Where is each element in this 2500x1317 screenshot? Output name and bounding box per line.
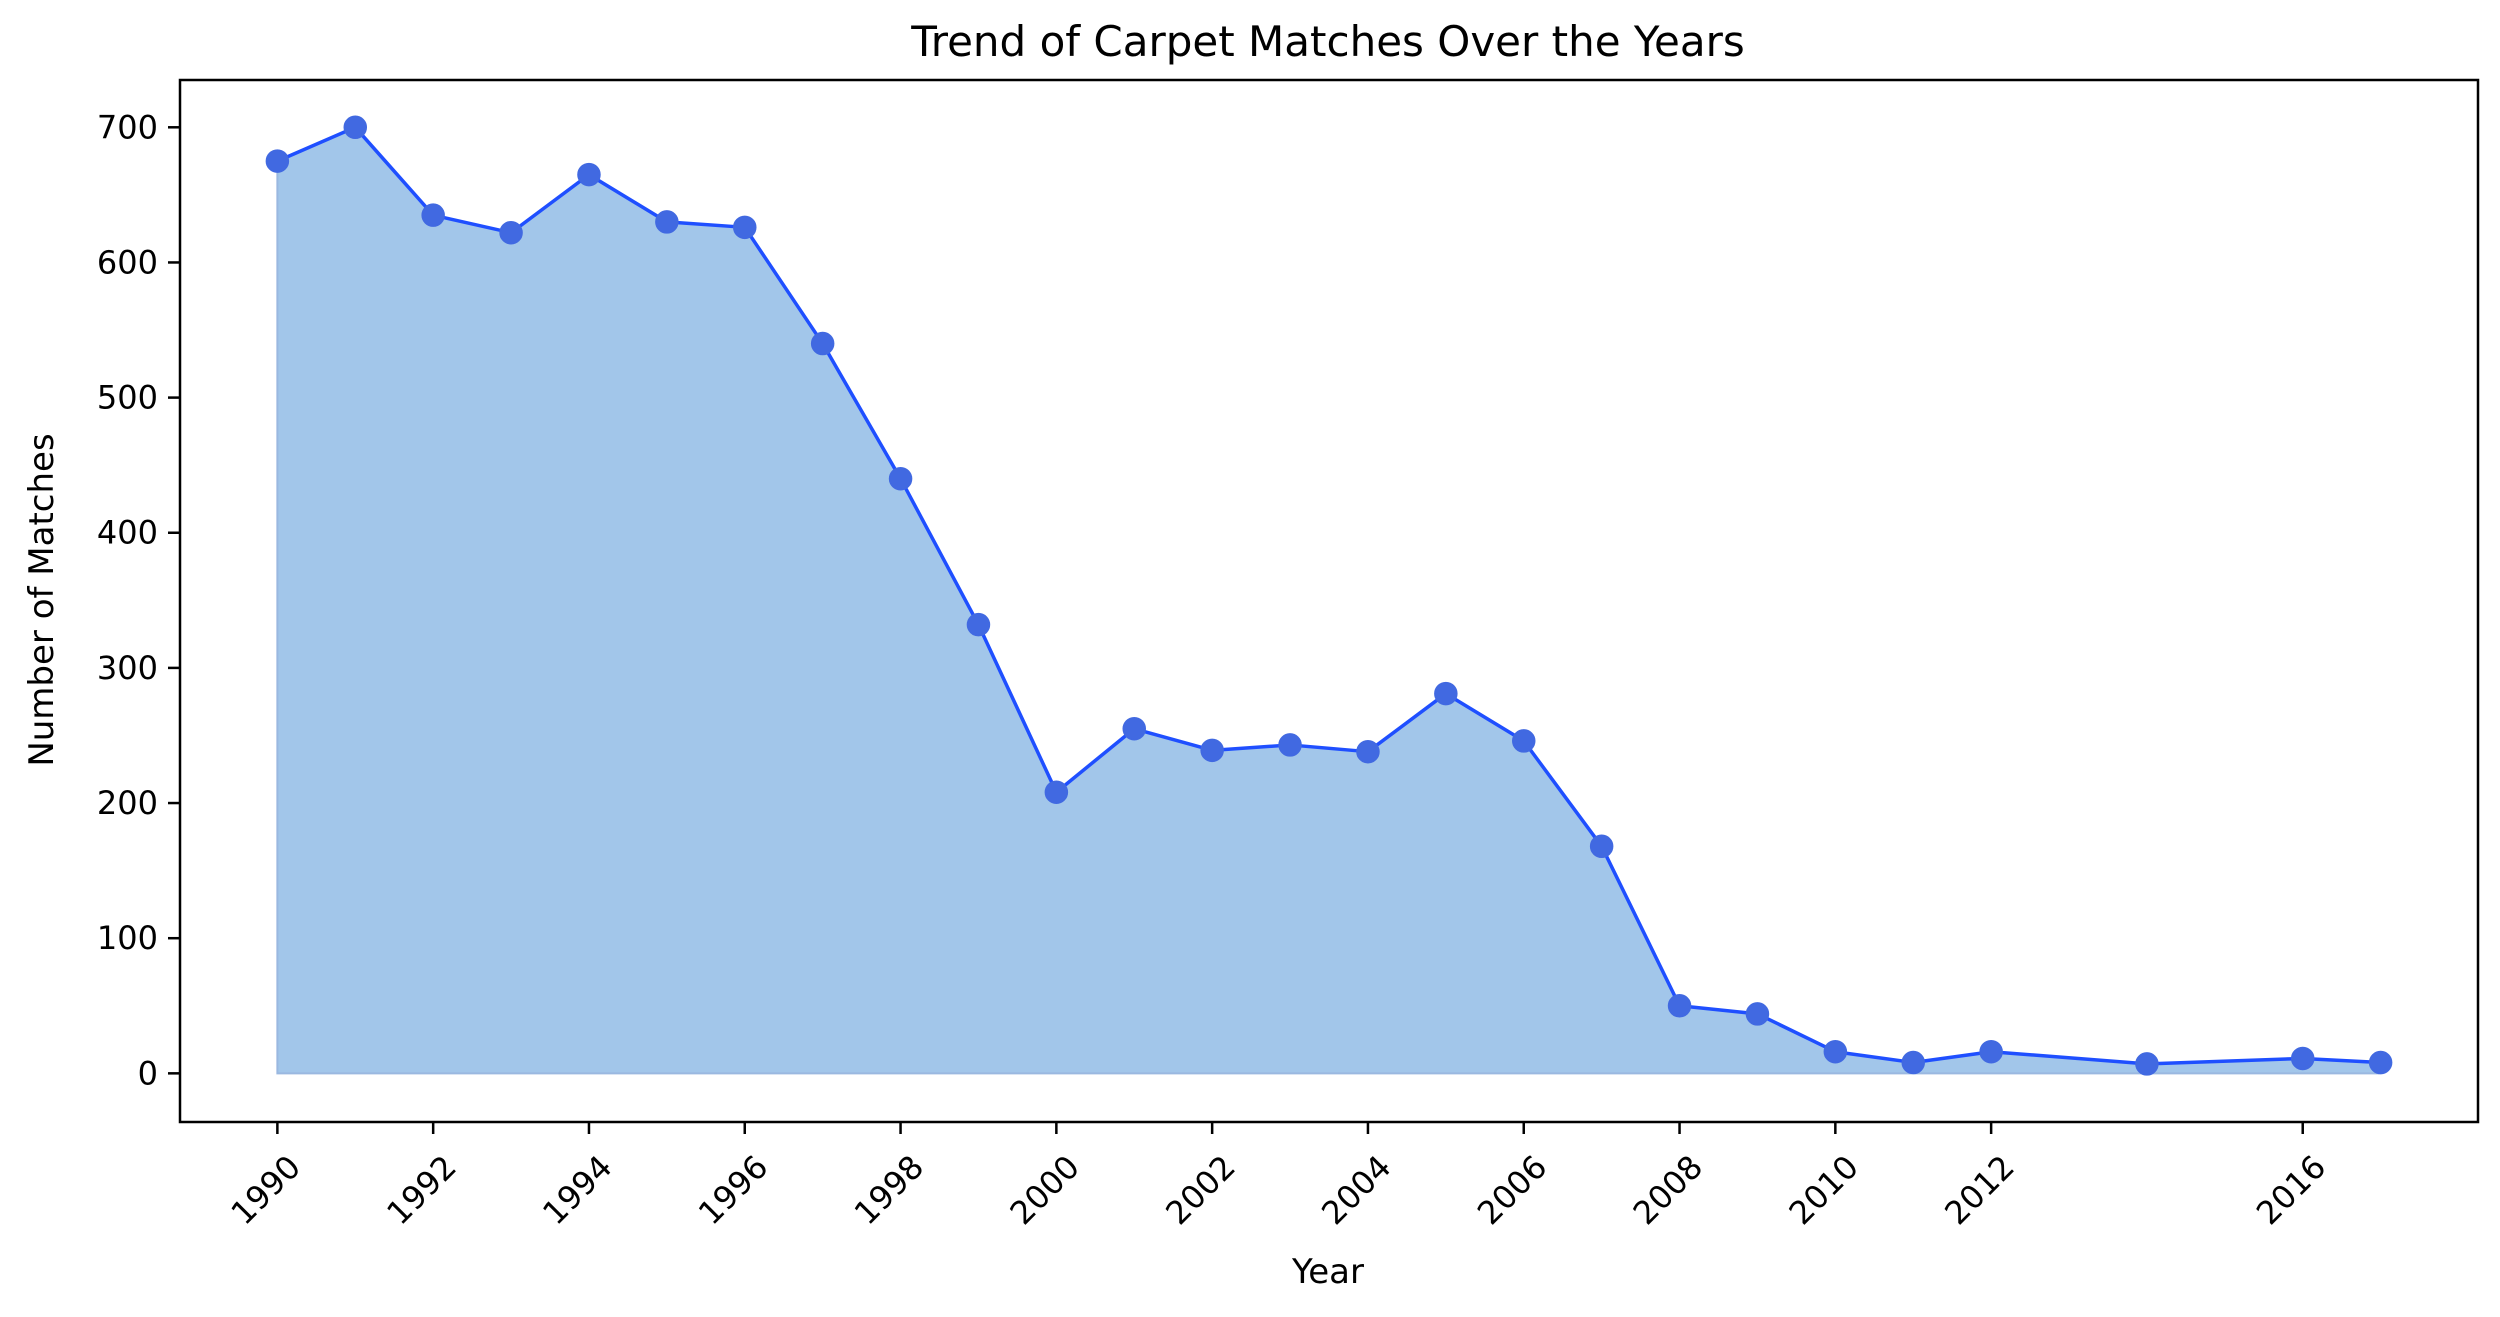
data-point xyxy=(1745,1002,1770,1026)
data-point xyxy=(1823,1039,1848,1064)
data-point xyxy=(265,149,290,173)
y-tick-label: 700 xyxy=(97,108,158,146)
plot-frame xyxy=(178,78,2480,1124)
data-point xyxy=(1200,738,1224,763)
data-point xyxy=(343,115,368,140)
data-point xyxy=(1434,681,1458,706)
data-point xyxy=(1356,739,1380,764)
y-axis: 0 100 200 300 400 500 600 700 xyxy=(97,108,180,1092)
y-tick-label: 400 xyxy=(97,514,158,552)
data-point xyxy=(966,612,991,637)
data-point xyxy=(888,466,913,491)
data-point xyxy=(1589,834,1614,859)
y-tick-label: 0 xyxy=(138,1054,158,1092)
data-point xyxy=(2368,1050,2393,1075)
data-point xyxy=(733,215,757,240)
data-point xyxy=(1122,716,1147,741)
data-point xyxy=(1278,733,1302,757)
data-point xyxy=(1511,729,1536,753)
data-point xyxy=(421,203,445,227)
data-point xyxy=(655,210,679,234)
data-point xyxy=(499,220,523,245)
y-tick-label: 200 xyxy=(97,784,158,822)
y-tick-label: 100 xyxy=(97,919,158,957)
data-point xyxy=(1979,1039,2003,1064)
y-tick-label: 600 xyxy=(97,243,158,281)
chart-title: Trend of Carpet Matches Over the Years xyxy=(910,17,1744,66)
data-point xyxy=(1667,994,1692,1018)
y-tick-label: 500 xyxy=(97,379,158,417)
x-axis-title: Year xyxy=(1291,1252,1364,1292)
data-point xyxy=(1901,1050,1925,1075)
plot-area xyxy=(265,115,2393,1076)
data-point xyxy=(577,162,601,187)
data-point xyxy=(1044,780,1069,804)
y-tick-label: 300 xyxy=(97,649,158,687)
data-point xyxy=(2290,1046,2315,1071)
y-axis-title: Number of Matches xyxy=(22,433,62,766)
data-point xyxy=(2135,1052,2159,1076)
series-line xyxy=(276,125,2381,1066)
data-point xyxy=(810,331,835,356)
